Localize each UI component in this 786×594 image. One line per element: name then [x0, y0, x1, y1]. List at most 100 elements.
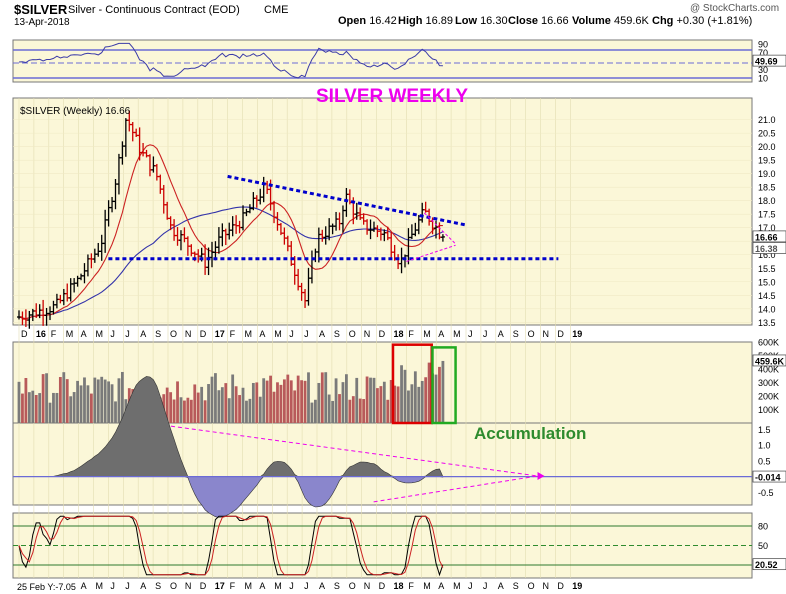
- volume-bar: [303, 380, 307, 423]
- volume-bar: [110, 384, 114, 423]
- volume-value-tag: 459.6K: [755, 356, 785, 366]
- macd-tick-label: 1.5: [758, 425, 771, 435]
- volume-bar: [172, 399, 176, 423]
- volume-bar: [286, 374, 290, 423]
- volume-bar: [89, 393, 93, 423]
- volume-bar: [76, 380, 79, 423]
- volume-bar: [196, 392, 200, 423]
- x-axis-label: A: [438, 581, 444, 591]
- x-axis-label: N: [543, 329, 550, 339]
- x-axis-label: J: [110, 329, 115, 339]
- x-axis-label: 16: [36, 329, 46, 339]
- volume-bar: [96, 379, 100, 423]
- volume-bar: [231, 374, 235, 423]
- x-axis-label: O: [528, 581, 535, 591]
- x-axis-label: M: [274, 581, 282, 591]
- x-axis-label: D: [21, 329, 28, 339]
- x-axis-label: N: [185, 581, 192, 591]
- volume-bar: [279, 384, 283, 423]
- x-axis-label: O: [349, 581, 356, 591]
- stoch-value-tag: 20.52: [755, 560, 778, 570]
- volume-bar: [289, 380, 293, 423]
- rsi-tick-label: 30: [758, 65, 768, 75]
- volume-bar: [103, 379, 107, 423]
- price-tick-label: 20.0: [758, 142, 776, 152]
- volume-bar: [400, 365, 403, 423]
- volume-bar: [251, 382, 255, 423]
- panel-price: [12, 97, 753, 326]
- volume-bar: [324, 372, 328, 423]
- panel-vol: [12, 341, 753, 424]
- volume-bar: [331, 400, 335, 423]
- x-axis-label: D: [200, 329, 207, 339]
- upper-trendline: [227, 174, 467, 227]
- volume-bar: [58, 377, 62, 423]
- volume-bar: [262, 378, 266, 423]
- volume-bar: [79, 385, 83, 423]
- price-tick-label: 17.0: [758, 223, 776, 233]
- x-axis-label: O: [528, 329, 535, 339]
- volume-value-tag-box: [752, 354, 786, 367]
- x-axis-label: N: [185, 329, 192, 339]
- volume-bar: [69, 396, 73, 423]
- volume-bar: [62, 372, 66, 423]
- volume-bar: [31, 390, 35, 423]
- volume-bar: [238, 395, 241, 423]
- x-axis-label: M: [423, 329, 431, 339]
- price-tick-label: 20.5: [758, 129, 776, 139]
- volume-bar: [376, 388, 379, 423]
- macd-tick-label: -0.5: [758, 488, 774, 498]
- volume-bar: [258, 396, 262, 423]
- price-tick-label: 18.0: [758, 196, 776, 206]
- watermark: @ StockCharts.com: [690, 3, 780, 14]
- x-axis-label: 18: [394, 329, 404, 339]
- rsi-tick-label: 10: [758, 73, 768, 83]
- volume-bar: [403, 369, 407, 423]
- x-axis-label: N: [364, 581, 371, 591]
- rsi-value-tag: 49.69: [755, 57, 778, 67]
- price-tick-label: 13.5: [758, 318, 776, 328]
- volume-bar: [317, 382, 321, 423]
- price-tick-label: 14.0: [758, 304, 776, 314]
- x-axis-label: J: [289, 581, 294, 591]
- x-axis-label: D: [379, 329, 386, 339]
- x-axis-label: J: [468, 329, 473, 339]
- volume-bar: [34, 394, 38, 423]
- wedge-lower-line: [406, 244, 456, 262]
- volume-bar: [427, 362, 431, 423]
- x-axis-label: O: [170, 329, 177, 339]
- x-axis-label: F: [408, 329, 414, 339]
- rsi-value-tag-box: [752, 54, 786, 67]
- volume-bar: [300, 380, 304, 423]
- volume-bar: [282, 379, 286, 423]
- volume-bar: [345, 374, 348, 423]
- x-axis-label: O: [170, 581, 177, 591]
- x-axis-label: J: [483, 581, 488, 591]
- x-axis-label: A: [81, 329, 87, 339]
- volume-bar: [72, 392, 76, 423]
- chart-title: SILVER WEEKLY: [316, 86, 469, 107]
- x-axis-label: A: [259, 329, 265, 339]
- price-tick-label: 15.5: [758, 264, 776, 274]
- x-axis-label: A: [81, 581, 87, 591]
- x-axis-label: M: [96, 581, 104, 591]
- volume-bar: [193, 384, 197, 423]
- volume-bar: [396, 386, 400, 423]
- volume-bar: [379, 386, 383, 423]
- volume-bar: [48, 402, 52, 423]
- volume-bar: [107, 381, 111, 423]
- x-axis-label: A: [140, 329, 146, 339]
- volume-bar: [341, 382, 345, 423]
- x-axis-label: A: [140, 581, 146, 591]
- volume-bar: [38, 393, 42, 423]
- volume-bar: [434, 374, 438, 423]
- wedge-upper-line: [423, 212, 456, 245]
- stoch-value-tag-box: [752, 558, 786, 571]
- volume-bar: [269, 375, 272, 423]
- x-axis-label: S: [334, 329, 340, 339]
- x-axis-label: J: [304, 329, 309, 339]
- volume-bar: [120, 371, 124, 423]
- x-axis-label: F: [51, 329, 57, 339]
- quote-open: Open 16.42: [338, 15, 397, 27]
- volume-tick-label: 300K: [758, 378, 779, 388]
